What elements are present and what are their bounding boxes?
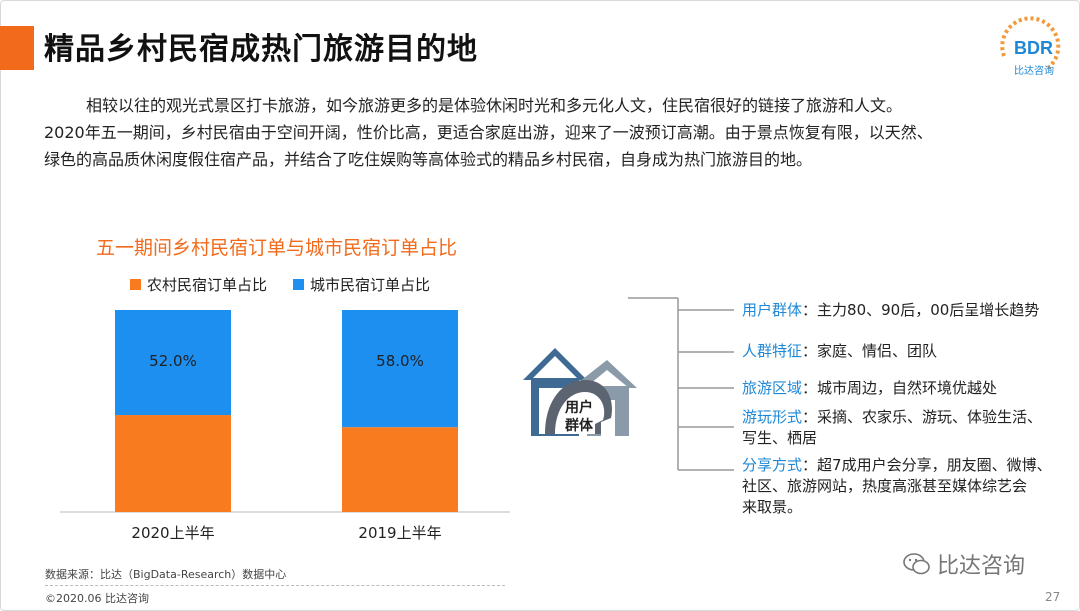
feature-text: 来取景。 [742,498,803,516]
feature-key: 人群特征 [742,342,803,360]
watermark: 比达咨询 [903,548,1025,580]
legend-label-urban: 城市民宿订单占比 [310,276,431,294]
icon-label-line2: 群体 [564,417,594,434]
feature-key: 旅游区域 [742,379,803,397]
feature-text: 主力80、90后，00后呈增长趋势 [817,301,1040,319]
feature-crowd-traits: 人群特征：家庭、情侣、团队 [742,341,937,362]
feature-play-style: 游玩形式：采摘、农家乐、游玩、体验生活、 写生、栖居 [742,407,1042,449]
intro-line-1: 相较以往的观光式景区打卡旅游，如今旅游更多的是体验休闲时光和多元化人文，住民宿很… [86,96,903,115]
title-accent-bar [0,26,34,70]
bdr-logo-icon [1000,16,1061,70]
chart-legend: 农村民宿订单占比 城市民宿订单占比 [130,274,430,295]
feature-text: 写生、栖居 [742,429,818,447]
feature-key: 用户群体 [742,301,803,319]
icon-label-line1: 用户 [565,399,593,416]
copyright: ©2020.06 比达咨询 [45,592,149,605]
intro-line-2: 2020年五一期间，乡村民宿由于空间开阔，性价比高，更适合家庭出游，迎来了一波预… [44,123,933,142]
intro-line-3: 绿色的高品质休闲度假住宿产品，并结合了吃住娱购等高体验式的精品乡村民宿，自身成为… [44,150,813,169]
feature-key: 分享方式 [742,456,803,474]
category-label-0: 2020上半年 [131,524,214,542]
legend-item-rural: 农村民宿订单占比 [130,274,267,295]
intro-paragraph: 相较以往的观光式景区打卡旅游，如今旅游更多的是体验休闲时光和多元化人文，住民宿很… [44,92,1054,173]
chart-title: 五一期间乡村民宿订单与城市民宿订单占比 [96,237,458,259]
category-label-1: 2019上半年 [358,524,441,542]
data-label-0: 52.0% [149,352,197,370]
feature-text: 采摘、农家乐、游玩、体验生活、 [817,408,1043,426]
house-user-icon: 用户 群体 [523,348,637,436]
data-label-1: 58.0% [376,352,424,370]
feature-sep: ： [802,456,818,474]
logo-text: BDR [1014,38,1053,58]
feature-sep: ： [802,301,818,319]
data-source: 数据来源：比达（BigData-Research）数据中心 [45,568,287,581]
feature-sep: ： [802,379,818,397]
bar-rural-1 [342,427,458,512]
watermark-text: 比达咨询 [937,554,1026,579]
feature-text: 城市周边，自然环境优越处 [817,379,998,397]
legend-item-urban: 城市民宿订单占比 [293,274,430,295]
bar-urban-1 [342,310,458,428]
feature-sep: ： [802,342,818,360]
legend-swatch-rural [130,279,141,290]
feature-connector-lines [628,297,734,471]
page-title: 精品乡村民宿成热门旅游目的地 [44,32,478,67]
page-number: 27 [1045,590,1061,604]
legend-swatch-urban [293,279,305,290]
feature-text: 家庭、情侣、团队 [817,342,938,360]
logo-subtitle: 比达咨询 [1014,66,1054,77]
bar-rural-0 [115,415,231,512]
feature-text: 社区、旅游网站，热度高涨甚至媒体综艺会 [742,477,1028,495]
feature-text: 超7成用户会分享，朋友圈、微博、 [817,456,1052,474]
feature-user-group: 用户群体：主力80、90后，00后呈增长趋势 [742,300,1039,321]
feature-travel-region: 旅游区域：城市周边，自然环境优越处 [742,378,997,399]
feature-sep: ： [802,408,818,426]
feature-key: 游玩形式 [742,408,803,426]
feature-sharing: 分享方式：超7成用户会分享，朋友圈、微博、 社区、旅游网站，热度高涨甚至媒体综艺… [742,455,1052,518]
legend-label-rural: 农村民宿订单占比 [147,276,268,294]
wechat-icon [903,553,930,575]
bar-urban-0 [115,310,231,416]
footer-divider [45,585,505,586]
stacked-bar-chart: 52.0% 2020上半年 58.0% 2019上半年 [60,310,510,542]
